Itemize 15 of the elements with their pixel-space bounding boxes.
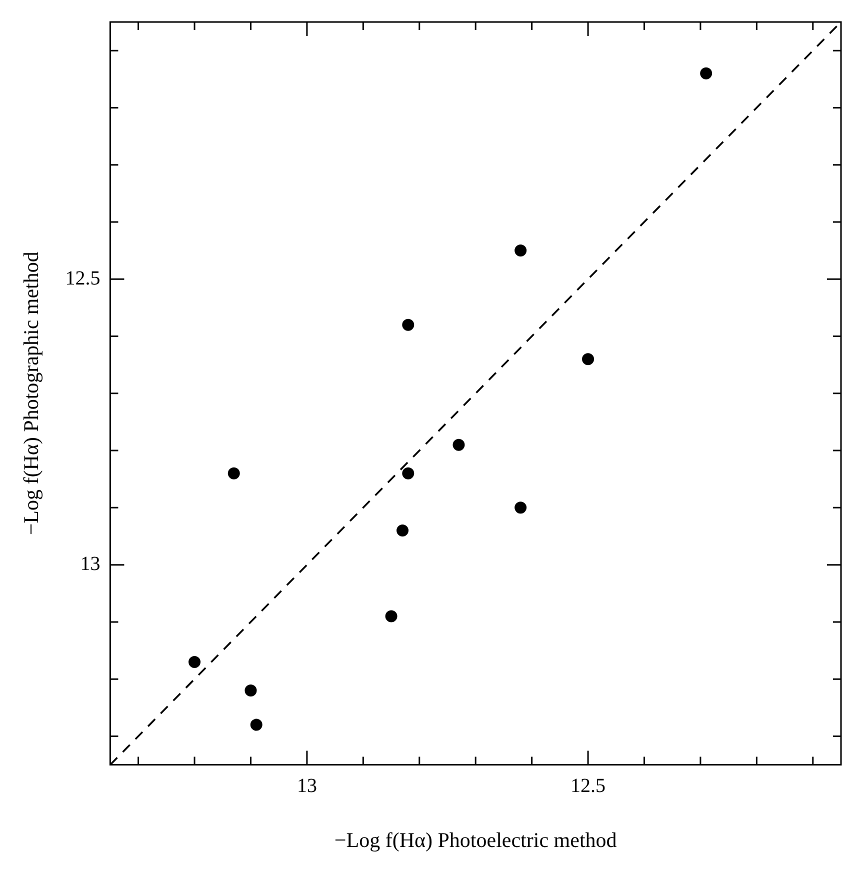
x-axis-title: −Log f(Hα) Photoelectric method	[334, 828, 618, 852]
point	[514, 244, 527, 257]
point	[396, 524, 409, 537]
point	[582, 353, 594, 366]
point	[700, 67, 712, 80]
point	[402, 467, 414, 480]
point	[402, 318, 414, 331]
point	[244, 684, 257, 697]
point	[228, 467, 240, 480]
point	[385, 610, 398, 622]
point	[188, 656, 201, 668]
y-axis-title: −Log f(Hα) Photographic method	[19, 251, 44, 536]
point	[250, 718, 262, 731]
point	[514, 502, 527, 514]
point	[452, 438, 465, 451]
